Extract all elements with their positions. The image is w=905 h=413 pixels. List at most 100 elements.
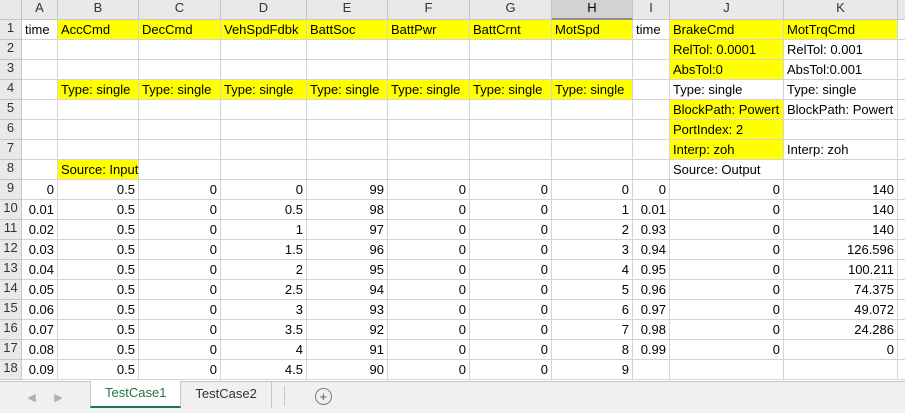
column-header-a[interactable]: A [22,0,58,20]
cell-i1[interactable]: time [633,20,670,40]
cell-k12[interactable]: 126.596 [784,240,898,260]
cell-h11[interactable]: 2 [552,220,633,240]
cell-g14[interactable]: 0 [470,280,552,300]
row-header[interactable]: 2 [0,40,22,60]
cell-g13[interactable]: 0 [470,260,552,280]
cell-f16[interactable]: 0 [388,320,470,340]
row-header[interactable]: 18 [0,360,22,380]
cell-b12[interactable]: 0.5 [58,240,139,260]
cell-e5[interactable] [307,100,388,120]
cell-k11[interactable]: 140 [784,220,898,240]
cell-f1[interactable]: BattPwr [388,20,470,40]
cell-i15[interactable]: 0.97 [633,300,670,320]
row-header[interactable]: 6 [0,120,22,140]
cell-g10[interactable]: 0 [470,200,552,220]
cell-a3[interactable] [22,60,58,80]
cell-b9[interactable]: 0.5 [58,180,139,200]
cell-k3[interactable]: AbsTol:0.001 [784,60,898,80]
cell-j5[interactable]: BlockPath: Powert [670,100,784,120]
row-header[interactable]: 9 [0,180,22,200]
cell-f9[interactable]: 0 [388,180,470,200]
cell-d7[interactable] [221,140,307,160]
cell-h9[interactable]: 0 [552,180,633,200]
cell-h7[interactable] [552,140,633,160]
cell-j7[interactable]: Interp: zoh [670,140,784,160]
cell-d2[interactable] [221,40,307,60]
cell-e12[interactable]: 96 [307,240,388,260]
cell-g7[interactable] [470,140,552,160]
cell-j18[interactable] [670,360,784,380]
cell-j12[interactable]: 0 [670,240,784,260]
cell-e7[interactable] [307,140,388,160]
cell-f10[interactable]: 0 [388,200,470,220]
cell-a17[interactable]: 0.08 [22,340,58,360]
cell-g18[interactable]: 0 [470,360,552,380]
cell-k1[interactable]: MotTrqCmd [784,20,898,40]
cell-b10[interactable]: 0.5 [58,200,139,220]
row-header[interactable]: 17 [0,340,22,360]
cell-c16[interactable]: 0 [139,320,221,340]
cell-k13[interactable]: 100.211 [784,260,898,280]
cell-c8[interactable] [139,160,221,180]
row-header[interactable]: 13 [0,260,22,280]
cell-c9[interactable]: 0 [139,180,221,200]
cell-c15[interactable]: 0 [139,300,221,320]
cell-f3[interactable] [388,60,470,80]
select-all-corner[interactable] [0,0,22,20]
cell-c6[interactable] [139,120,221,140]
cell-c17[interactable]: 0 [139,340,221,360]
cell-d10[interactable]: 0.5 [221,200,307,220]
cell-g11[interactable]: 0 [470,220,552,240]
cell-c5[interactable] [139,100,221,120]
cell-j6[interactable]: PortIndex: 2 [670,120,784,140]
cell-b13[interactable]: 0.5 [58,260,139,280]
cell-h15[interactable]: 6 [552,300,633,320]
cell-c1[interactable]: DecCmd [139,20,221,40]
cell-j2[interactable]: RelTol: 0.0001 [670,40,784,60]
cell-h5[interactable] [552,100,633,120]
cell-j3[interactable]: AbsTol:0 [670,60,784,80]
row-header[interactable]: 14 [0,280,22,300]
cell-g8[interactable] [470,160,552,180]
cell-a1[interactable]: time [22,20,58,40]
cell-i11[interactable]: 0.93 [633,220,670,240]
cell-j1[interactable]: BrakeCmd [670,20,784,40]
cell-f14[interactable]: 0 [388,280,470,300]
cell-c7[interactable] [139,140,221,160]
cell-d4[interactable]: Type: single [221,80,307,100]
cell-f7[interactable] [388,140,470,160]
cell-a8[interactable] [22,160,58,180]
cell-d12[interactable]: 1.5 [221,240,307,260]
cell-d15[interactable]: 3 [221,300,307,320]
cell-a14[interactable]: 0.05 [22,280,58,300]
cell-i7[interactable] [633,140,670,160]
cell-g12[interactable]: 0 [470,240,552,260]
cell-a4[interactable] [22,80,58,100]
cell-b8[interactable]: Source: Input [58,160,139,180]
cell-e14[interactable]: 94 [307,280,388,300]
cell-c12[interactable]: 0 [139,240,221,260]
cell-f13[interactable]: 0 [388,260,470,280]
chevron-left-icon[interactable]: ◀ [27,391,36,404]
cell-f11[interactable]: 0 [388,220,470,240]
row-header[interactable]: 7 [0,140,22,160]
cell-e10[interactable]: 98 [307,200,388,220]
cell-j13[interactable]: 0 [670,260,784,280]
column-header-c[interactable]: C [139,0,221,20]
column-header-j[interactable]: J [670,0,784,20]
cell-d16[interactable]: 3.5 [221,320,307,340]
column-header-k[interactable]: K [784,0,898,20]
cell-d5[interactable] [221,100,307,120]
cell-a9[interactable]: 0 [22,180,58,200]
cell-k2[interactable]: RelTol: 0.001 [784,40,898,60]
cell-e17[interactable]: 91 [307,340,388,360]
row-header[interactable]: 1 [0,20,22,40]
cell-e8[interactable] [307,160,388,180]
cell-e13[interactable]: 95 [307,260,388,280]
row-header[interactable]: 10 [0,200,22,220]
cell-k17[interactable]: 0 [784,340,898,360]
cell-f5[interactable] [388,100,470,120]
cell-k4[interactable]: Type: single [784,80,898,100]
cell-g15[interactable]: 0 [470,300,552,320]
row-header[interactable]: 16 [0,320,22,340]
